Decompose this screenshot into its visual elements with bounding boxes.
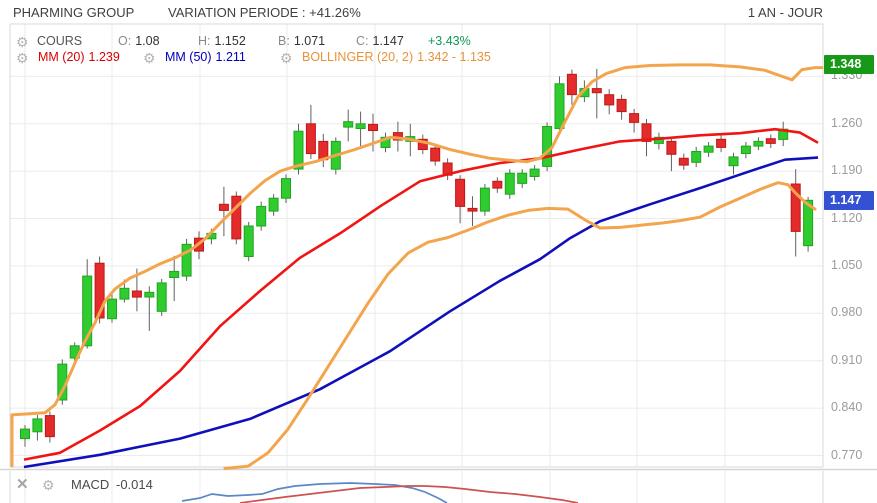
close-label: C: (356, 34, 369, 48)
candle (417, 138, 428, 151)
candle (243, 225, 254, 257)
candle (455, 178, 466, 207)
candle (94, 262, 105, 319)
candle (430, 147, 441, 162)
candle (703, 145, 714, 153)
candle (678, 157, 689, 166)
candle (107, 298, 117, 320)
price-axis-label: 0.910 (831, 352, 863, 367)
candle (554, 83, 565, 130)
candle (728, 156, 739, 167)
candle (666, 140, 677, 155)
candle (504, 172, 515, 195)
candle (32, 418, 43, 433)
candle (256, 205, 267, 227)
change-percent: +3.43% (428, 34, 471, 48)
candle (641, 123, 652, 142)
candle (790, 183, 801, 232)
candle (716, 138, 727, 148)
candle (479, 187, 490, 212)
price-axis-label: 0.840 (831, 400, 863, 415)
candle (218, 203, 229, 211)
candle (740, 145, 751, 155)
cours-legend-name: COURS (37, 34, 83, 48)
high-label: H: (198, 34, 211, 48)
candle (293, 130, 304, 170)
cours-settings-gear-icon[interactable]: ⚙ (16, 34, 29, 50)
macd-value: -0.014 (116, 477, 153, 492)
last-price-badge: 1.147 (824, 190, 874, 210)
candle (566, 73, 577, 96)
candle (542, 126, 553, 167)
candle (368, 123, 378, 132)
candle (169, 270, 180, 278)
candle (492, 180, 503, 189)
candle (231, 195, 242, 240)
candle (753, 140, 764, 147)
candle (529, 168, 540, 178)
candle (131, 290, 142, 298)
macd-settings-gear-icon[interactable]: ⚙ (42, 477, 55, 493)
macd-label: MACD (71, 477, 110, 492)
open-value: O: 1.08 (118, 34, 160, 48)
mm20-line (23, 127, 819, 461)
price-axis-label: 1.260 (831, 115, 863, 130)
candle (305, 123, 316, 155)
price-axis-label: 1.190 (831, 163, 863, 178)
bollinger-settings-gear-icon[interactable]: ⚙ (280, 50, 293, 66)
price-axis-label: 1.120 (831, 210, 863, 225)
mm50-legend: MM (50) 1.211 (165, 50, 246, 64)
candle (380, 136, 391, 149)
candle (268, 197, 279, 212)
candle (591, 88, 602, 94)
timeframe-label[interactable]: 1 AN - JOUR (747, 5, 823, 20)
candle (44, 415, 55, 438)
close-value: C: 1.147 (356, 34, 404, 48)
candle (467, 207, 478, 212)
price-pane-border (9, 23, 824, 468)
candle (281, 178, 291, 199)
candle (119, 287, 130, 300)
low-label: B: (278, 34, 290, 48)
bollinger-lower-band (223, 181, 817, 470)
instrument-title: PHARMING GROUP (13, 5, 135, 20)
candle (82, 275, 93, 347)
price-axis-label: 0.980 (831, 305, 863, 320)
macd-line (181, 482, 448, 503)
mm50-settings-gear-icon[interactable]: ⚙ (143, 50, 156, 66)
price-axis-label: 1.050 (831, 257, 863, 272)
price-axis-label: 0.770 (831, 447, 863, 462)
bollinger-upper-band (10, 63, 824, 468)
candle (765, 138, 776, 144)
candle (144, 291, 155, 298)
bollinger-upper-badge: 1.348 (824, 54, 874, 74)
candle (355, 123, 366, 130)
candle (20, 428, 30, 440)
candle (629, 113, 640, 123)
candle (616, 98, 627, 113)
candle (181, 243, 192, 277)
candle (517, 172, 528, 184)
low-value: B: 1.071 (278, 34, 326, 48)
mm20-settings-gear-icon[interactable]: ⚙ (16, 50, 29, 66)
candle (803, 199, 814, 247)
candle (691, 151, 702, 163)
candle (156, 282, 167, 312)
high-value: H: 1.152 (198, 34, 246, 48)
mm50-line (23, 156, 819, 469)
mm20-legend: MM (20) 1.239 (38, 50, 120, 64)
macd-signal-line (239, 485, 579, 503)
bollinger-legend: BOLLINGER (20, 2) 1.342 - 1.135 (302, 50, 491, 64)
candle (343, 121, 354, 128)
candle (604, 94, 615, 106)
variation-period-label: VARIATION PERIODE : +41.26% (168, 5, 361, 20)
open-label: O: (118, 34, 132, 48)
macd-close-icon[interactable]: ✕ (16, 476, 29, 493)
